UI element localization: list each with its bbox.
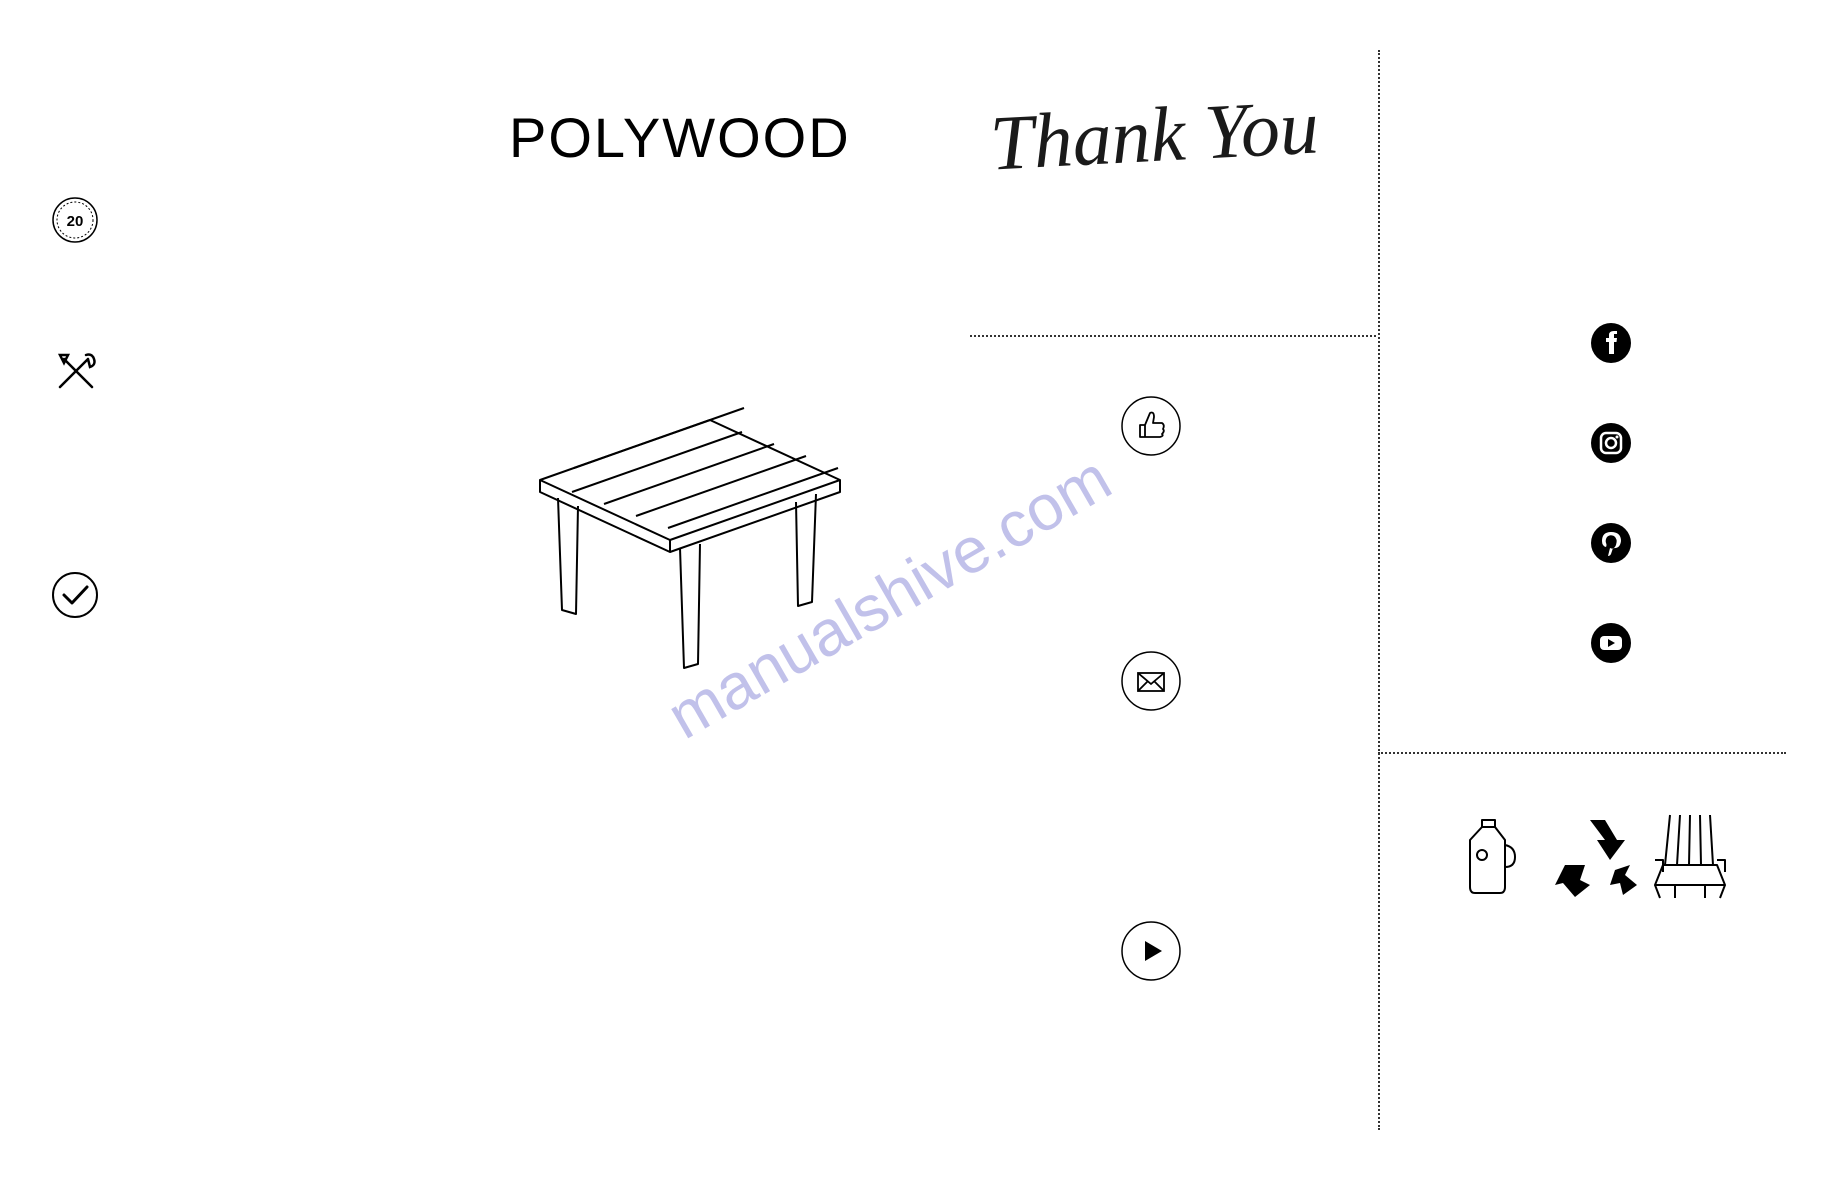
thumbs-up-icon[interactable] xyxy=(1120,395,1182,457)
warranty-badge-icon: 20 xyxy=(50,195,100,245)
facebook-icon[interactable] xyxy=(1590,322,1632,364)
check-circle-icon xyxy=(50,570,100,620)
youtube-icon[interactable] xyxy=(1590,622,1632,664)
divider-horizontal-bottom xyxy=(1378,752,1786,754)
play-icon[interactable] xyxy=(1120,920,1182,982)
recycle-process-graphic xyxy=(1460,805,1740,900)
product-table-illustration xyxy=(520,400,860,680)
divider-vertical xyxy=(1378,50,1380,1130)
pinterest-icon[interactable] xyxy=(1590,522,1632,564)
instagram-icon[interactable] xyxy=(1590,422,1632,464)
brand-logo: POLYWOOD xyxy=(509,105,851,170)
divider-horizontal-top xyxy=(970,335,1376,337)
tools-icon xyxy=(50,345,102,397)
thank-you-headline: Thank You xyxy=(988,81,1321,188)
email-icon[interactable] xyxy=(1120,650,1182,712)
svg-text:20: 20 xyxy=(67,213,84,230)
